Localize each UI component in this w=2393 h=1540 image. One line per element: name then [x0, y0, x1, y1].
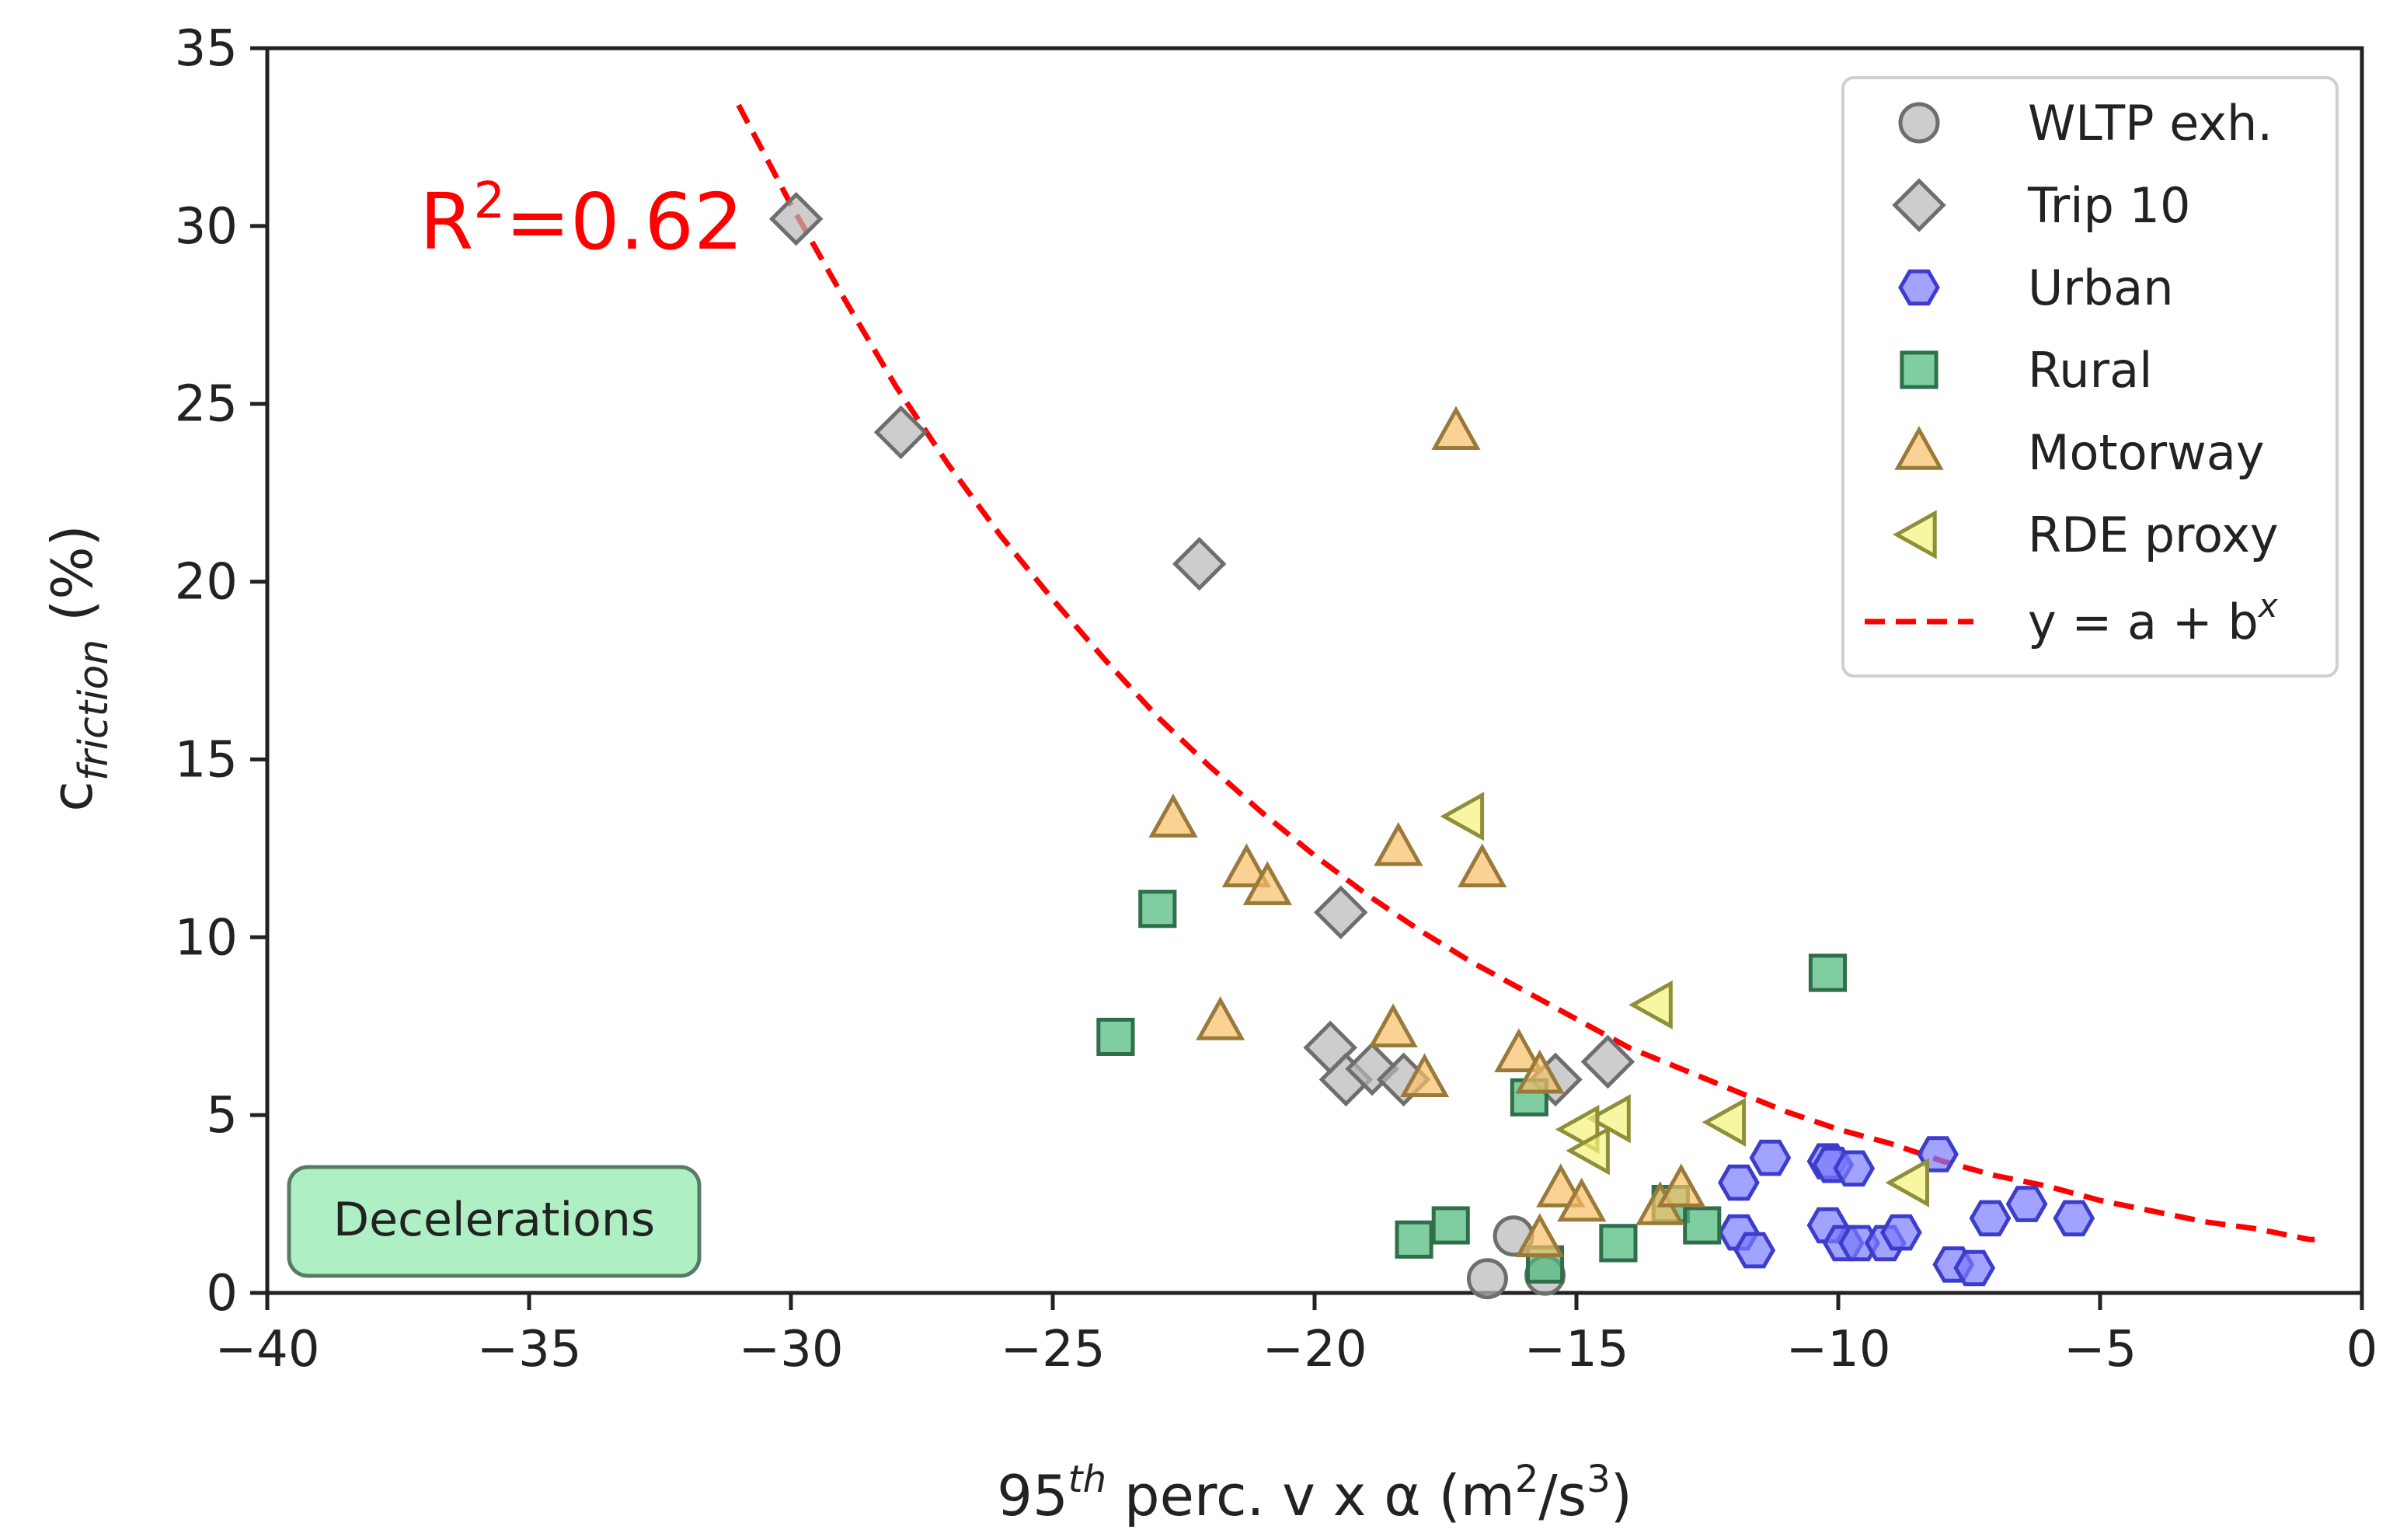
legend-fit-sup: x: [2257, 587, 2279, 625]
point-motorway: [1515, 1049, 1565, 1094]
point-trip-10: [1172, 536, 1227, 591]
point-motorway: [1148, 793, 1198, 838]
data-points: [768, 191, 2095, 1300]
point-motorway: [1368, 1003, 1418, 1047]
legend-label-rural: Rural: [2028, 342, 2152, 399]
y-tick-label: 15: [175, 731, 238, 789]
point-motorway: [1536, 1163, 1586, 1207]
legend: WLTP exh. Trip 10 Urban Rural Motorway RDE pr…: [1841, 76, 2339, 678]
point-urban: [1838, 1225, 1880, 1262]
point-trip-10: [1313, 885, 1368, 939]
legend-marker-rural: [1900, 350, 1938, 389]
x-tick-label: 0: [2346, 1321, 2378, 1378]
point-motorway: [1196, 996, 1245, 1040]
point-motorway: [1431, 406, 1481, 450]
y-tick-label: 0: [206, 1265, 238, 1322]
legend-fit-label: y = a + bx: [2028, 587, 2279, 650]
point-rural: [1683, 1206, 1722, 1245]
r-squared-annotation: R2=0.62: [420, 172, 744, 267]
point-urban: [1953, 1249, 1996, 1287]
legend-marker-rde-proxy: [1893, 510, 1937, 559]
point-motorway: [1656, 1163, 1706, 1207]
legend-marker-wltp-exh: [1898, 102, 1940, 144]
r-squared-value: =0.62: [505, 176, 743, 267]
point-wltp-exh: [1466, 1258, 1508, 1300]
point-rural: [1138, 890, 1177, 929]
point-motorway: [1399, 1053, 1450, 1097]
point-motorway: [1494, 1028, 1544, 1072]
legend-label-rde-proxy: RDE proxy: [2028, 507, 2279, 563]
x-axis-title: 95th perc. v x α (m2/s3): [997, 1458, 1632, 1528]
point-rural: [1431, 1206, 1470, 1245]
point-motorway: [1221, 843, 1271, 887]
legend-label-wltp-exh: WLTP exh.: [2028, 95, 2273, 152]
point-urban: [1749, 1139, 1792, 1176]
point-trip-10: [1580, 1034, 1635, 1089]
point-rural: [1808, 953, 1848, 992]
point-motorway: [1515, 1213, 1565, 1257]
point-urban: [1880, 1214, 1922, 1251]
point-urban: [1833, 1150, 1876, 1187]
point-urban: [1733, 1232, 1776, 1269]
point-rural: [1096, 1017, 1135, 1056]
fit-curve: [736, 103, 2315, 1242]
point-motorway: [1458, 843, 1507, 887]
x-tick-label: −5: [2064, 1321, 2137, 1378]
y-tick-label: 10: [175, 909, 238, 967]
legend-label-urban: Urban: [2028, 260, 2174, 316]
legend-label-trip-10: Trip 10: [2027, 177, 2190, 234]
point-rde-proxy: [1885, 1158, 1929, 1207]
y-tick-label: 35: [175, 20, 238, 78]
legend-fit-main: y = a + b: [2028, 594, 2259, 650]
legend-label-motorway: Motorway: [2028, 424, 2265, 481]
x-tick-label: −15: [1524, 1321, 1628, 1378]
point-rural: [1599, 1224, 1638, 1263]
point-rde-proxy: [1566, 1126, 1610, 1176]
legend-marker-urban: [1898, 269, 1940, 306]
x-tick-label: −20: [1262, 1321, 1367, 1378]
point-urban: [1718, 1164, 1760, 1201]
r-squared-sup: 2: [473, 172, 505, 230]
point-motorway: [1374, 821, 1423, 866]
legend-marker-trip-10: [1892, 178, 1946, 232]
r-squared-main: R: [420, 176, 473, 267]
x-tick-label: −30: [738, 1321, 843, 1378]
x-tick-label: −35: [476, 1321, 581, 1378]
x-tick-label: −40: [214, 1321, 319, 1378]
y-tick-label: 25: [175, 376, 238, 434]
legend-box: [1841, 76, 2339, 678]
point-trip-10: [1345, 1041, 1399, 1096]
x-tick-label: −25: [1000, 1321, 1105, 1378]
point-rde-proxy: [1628, 980, 1673, 1030]
point-motorway: [1557, 1177, 1607, 1222]
point-urban: [1969, 1200, 2012, 1237]
y-tick-label: 30: [175, 198, 238, 256]
decelerations-badge: Decelerations: [287, 1165, 702, 1278]
point-rde-proxy: [1702, 1097, 1747, 1147]
point-urban: [2005, 1186, 2048, 1222]
x-tick-label: −10: [1785, 1321, 1890, 1378]
y-tick-label: 5: [206, 1087, 238, 1145]
point-motorway: [1242, 861, 1292, 905]
point-trip-10: [768, 191, 824, 246]
y-axis-title: cfriction (%): [40, 524, 117, 811]
badge-label: Decelerations: [333, 1193, 655, 1247]
point-rural: [1395, 1220, 1433, 1259]
point-urban: [2053, 1200, 2095, 1237]
y-axis: 0 5 10 15 20 25 30 35: [175, 20, 267, 1322]
legend-marker-motorway: [1894, 426, 1944, 470]
badge-box: [287, 1165, 702, 1278]
y-tick-label: 20: [175, 554, 238, 611]
point-trip-10: [873, 405, 928, 460]
x-axis: −40 −35 −30 −25 −20 −15 −10 −5 0: [214, 1293, 2377, 1378]
point-rde-proxy: [1440, 792, 1485, 841]
